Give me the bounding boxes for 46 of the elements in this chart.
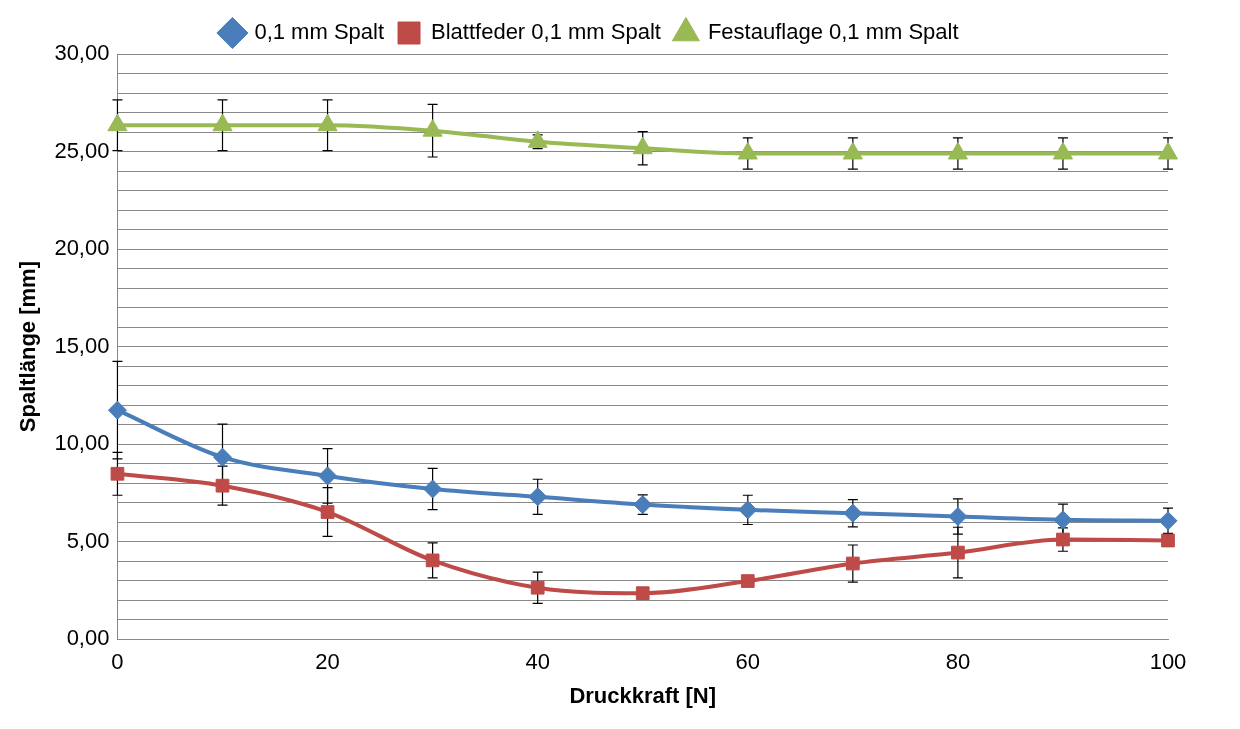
y-tick-label: 0,00 [66,625,110,651]
point [425,553,440,568]
point [215,478,230,493]
point [1158,511,1178,531]
point [317,113,338,132]
point [212,113,233,132]
point [738,500,758,520]
point [1157,141,1179,160]
point [1056,532,1070,547]
point [423,479,443,499]
y-axis-title: Spaltlänge [mm] [15,261,41,433]
y-tick-label: 20,00 [54,235,110,261]
point [528,487,548,507]
x-tick-label: 20 [315,649,340,675]
point [527,130,548,148]
point [948,507,968,526]
legend-label: 0,1 mm Spalt [254,19,385,45]
x-tick-label: 60 [735,649,761,675]
point [318,466,338,486]
point [632,136,653,155]
point [951,545,965,560]
x-tick-label: 0 [111,649,124,675]
point [635,586,650,601]
point [842,141,863,160]
legend-label: Festauflage 0,1 mm Spalt [707,19,959,45]
x-tick-label: 80 [945,649,971,675]
point [1052,141,1073,160]
y-tick-label: 5,00 [66,527,110,553]
point [845,556,860,571]
x-axis-title: Druckkraft [N] [569,682,717,708]
x-tick-label: 40 [525,649,550,675]
point [737,141,758,160]
point [530,580,545,595]
x-tick-label: 100 [1149,649,1187,675]
point [1053,510,1073,530]
y-tick-label: 25,00 [54,137,110,163]
point [947,141,968,160]
point [843,503,863,523]
y-tick-label: 15,00 [54,332,110,358]
y-tick-label: 30,00 [54,40,110,66]
point [740,574,755,588]
point [422,119,443,137]
point [213,447,233,467]
y-tick-label: 10,00 [54,430,110,456]
legend-label: Blattfeder 0,1 mm Spalt [431,19,661,45]
point [320,505,335,519]
